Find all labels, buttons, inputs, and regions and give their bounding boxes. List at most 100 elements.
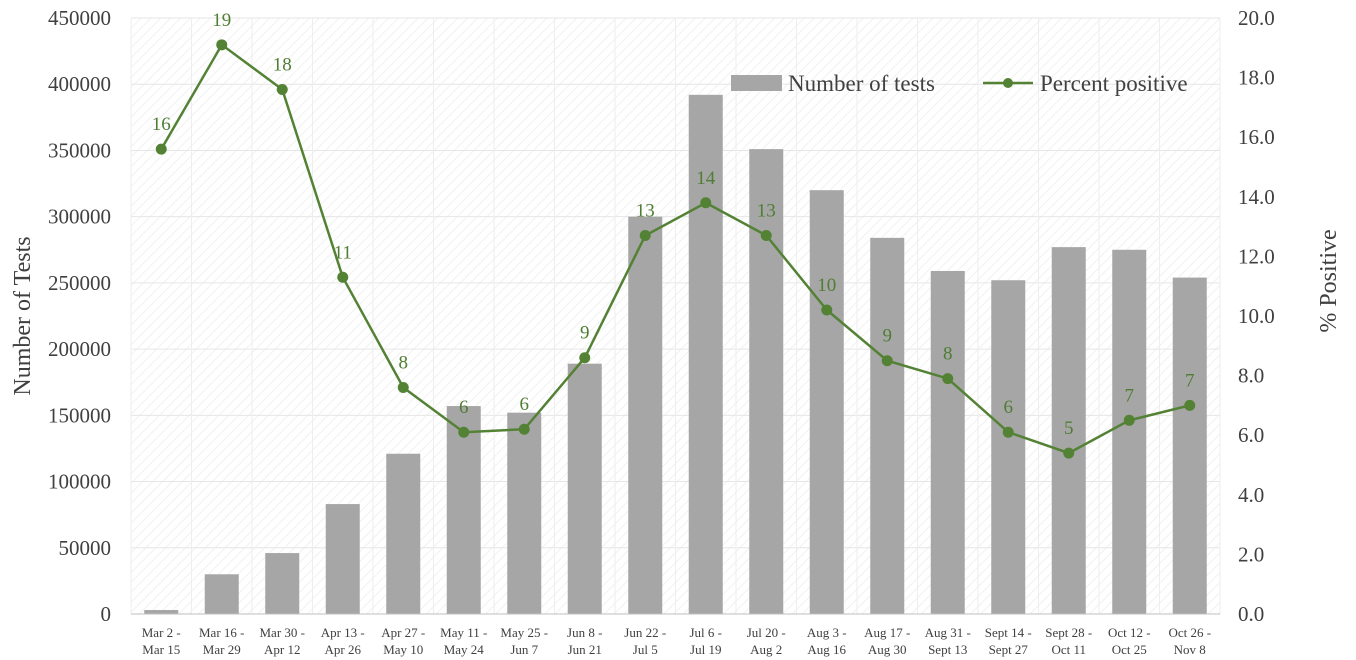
bar-series: [144, 94, 1207, 615]
x-tick-label-line: Oct 11: [1051, 642, 1086, 657]
x-tick-label-line: Jul 19: [690, 642, 721, 657]
x-tick-label: Jun 8 - Jun 21: [567, 625, 602, 657]
y-axis-title: Number of Tests: [10, 236, 36, 395]
bar: [870, 237, 905, 614]
line-point: [518, 423, 530, 435]
legend-line-label: Percent positive: [1040, 71, 1188, 96]
x-tick-label-line: Sept 28 -: [1045, 625, 1092, 640]
x-tick-label-line: Oct 25: [1112, 642, 1147, 657]
line-point: [760, 230, 772, 242]
line-point: [942, 373, 954, 385]
y-tick-label: 50000: [59, 536, 112, 560]
y2-tick-label: 12.0: [1238, 244, 1275, 268]
x-tick-label-line: Apr 26: [325, 642, 362, 657]
y-tick-label: 450000: [48, 6, 111, 30]
bar: [688, 94, 723, 615]
x-tick-label: May 11 - May 24: [440, 625, 487, 657]
data-label: 18: [273, 55, 292, 76]
data-label: 7: [1125, 385, 1135, 406]
bar: [265, 553, 300, 614]
y2-tick-label: 4.0: [1238, 483, 1264, 507]
data-label: 6: [1004, 397, 1014, 418]
line-point: [881, 355, 893, 367]
x-tick-label-line: Jun 21: [568, 642, 602, 657]
x-tick-label: Apr 27 - May 10: [381, 625, 425, 657]
x-tick-label: Oct 26 - Nov 8: [1168, 625, 1211, 657]
x-tick-label-line: Sept 27: [989, 642, 1029, 657]
bar: [930, 270, 965, 614]
bar: [749, 149, 784, 614]
bar: [809, 190, 844, 614]
legend: Number of tests Percent positive: [731, 71, 1188, 96]
x-tick-label-line: Oct 26 -: [1168, 625, 1211, 640]
bar: [507, 412, 542, 614]
line-point: [700, 197, 712, 209]
x-tick-label: Jul 6 - Jul 19: [690, 625, 723, 657]
x-tick-label-line: Jun 7: [510, 642, 538, 657]
line-point: [579, 352, 591, 364]
x-tick-label: Sept 28 - Oct 11: [1045, 625, 1092, 657]
line-point: [397, 382, 409, 394]
data-label: 9: [580, 323, 590, 344]
y2-tick-label: 8.0: [1238, 364, 1264, 388]
x-tick-label-line: Aug 17 -: [864, 625, 910, 640]
line-point: [1184, 399, 1196, 411]
data-label: 16: [152, 114, 171, 135]
x-tick-label-line: Aug 3 -: [807, 625, 847, 640]
data-label: 11: [334, 242, 352, 263]
x-tick-label: Sept 14 - Sept 27: [985, 625, 1032, 657]
bar: [991, 280, 1026, 614]
y-tick-label: 100000: [48, 470, 111, 494]
y-tick-label: 400000: [48, 72, 111, 96]
x-tick-label-line: Mar 2 -: [142, 625, 181, 640]
y2-tick-label: 14.0: [1238, 185, 1275, 209]
line-point: [458, 426, 470, 438]
line-point: [337, 271, 349, 283]
x-tick-label-line: Apr 13 -: [321, 625, 365, 640]
bar: [1051, 247, 1086, 614]
x-tick-label-line: Mar 29: [203, 642, 241, 657]
x-tick-label-line: Jul 6 -: [690, 625, 723, 640]
y2-tick-label: 10.0: [1238, 304, 1275, 328]
line-point: [639, 230, 651, 242]
bar: [628, 216, 663, 614]
x-tick-label-line: Apr 27 -: [381, 625, 425, 640]
x-tick-label: Mar 2 - Mar 15: [142, 625, 181, 657]
x-tick-label-line: Aug 2: [750, 642, 782, 657]
legend-bar-swatch: [731, 75, 782, 91]
y2-tick-label: 20.0: [1238, 6, 1275, 30]
data-label: 8: [399, 353, 409, 374]
bar: [1172, 277, 1207, 614]
bar: [567, 363, 602, 614]
legend-line-marker: [1003, 78, 1013, 88]
y-tick-label: 0: [101, 602, 112, 626]
bar: [325, 504, 360, 614]
x-tick-label-line: May 11 -: [440, 625, 487, 640]
x-tick-label-line: May 25 -: [500, 625, 548, 640]
x-tick-label-line: Jul 5: [633, 642, 658, 657]
x-tick-label-line: Aug 16: [807, 642, 846, 657]
x-axis-ticks: Mar 2 - Mar 15 Mar 16 - Mar 29 Mar 30 - Apr 1…: [142, 625, 1211, 657]
x-tick-label-line: Apr 12: [264, 642, 300, 657]
bar: [446, 406, 481, 614]
gridlines: [130, 17, 1221, 615]
x-tick-label-line: Sept 13: [928, 642, 967, 657]
data-label: 14: [696, 168, 716, 189]
y-axis-left-ticks: 0 50000 100000 150000 200000 250000 300000 3500…: [48, 6, 111, 626]
x-tick-label: Aug 17 - Aug 30: [864, 625, 910, 657]
x-tick-label-line: Mar 16 -: [199, 625, 245, 640]
y-tick-label: 350000: [48, 138, 111, 162]
y2-tick-label: 2.0: [1238, 542, 1264, 566]
x-tick-label-line: Oct 12 -: [1108, 625, 1151, 640]
data-label: 9: [883, 326, 893, 347]
y2-tick-label: 18.0: [1238, 66, 1275, 90]
x-tick-label: Oct 12 - Oct 25: [1108, 625, 1151, 657]
x-tick-label: Mar 16 - Mar 29: [199, 625, 245, 657]
line-series: 16 19 18 11 8 6 6 9 13 14 13 10 9 8 6 5 7 7: [152, 10, 1196, 459]
x-tick-label: Mar 30 - Apr 12: [260, 625, 306, 657]
x-tick-label-line: May 10: [383, 642, 423, 657]
y-axis-right-ticks: 0.0 2.0 4.0 6.0 8.0 10.0 12.0 14.0 16.0 18.0 20.0: [1238, 6, 1275, 626]
y-tick-label: 250000: [48, 271, 111, 295]
x-tick-label: Aug 3 - Aug 16: [807, 625, 847, 657]
